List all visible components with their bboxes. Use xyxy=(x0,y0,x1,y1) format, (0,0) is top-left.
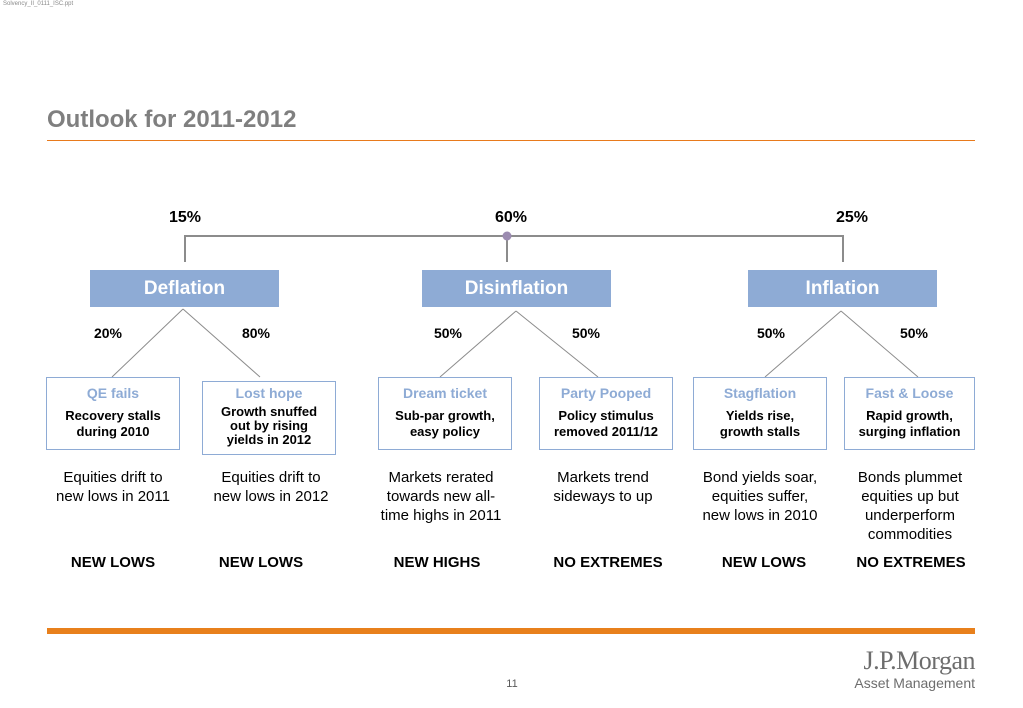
desc-line: growth stalls xyxy=(719,424,801,439)
outcome-qe-fails: Equities drift to new lows in 2011 xyxy=(38,468,188,506)
desc-line: surging inflation xyxy=(858,424,961,439)
outcome-line: Markets rerated xyxy=(388,469,494,486)
scenario-description: Yields rise, growth stalls xyxy=(694,408,826,440)
outcome-fast-loose: Bonds plummet equities up but underperfo… xyxy=(835,468,985,544)
scenario-title: QE fails xyxy=(86,385,140,401)
verdict-stagflation: NEW LOWS xyxy=(721,554,807,571)
desc-line: yields in 2012 xyxy=(226,432,312,447)
verdict-dream-ticket: NEW HIGHS xyxy=(393,554,481,571)
outcome-line: Equities drift to xyxy=(221,469,321,486)
sub-prob-qe-fails: 20% xyxy=(93,325,123,341)
scenario-box-qe-fails: QE fails Recovery stalls during 2010 xyxy=(46,377,180,450)
category-deflation: Deflation xyxy=(90,270,279,307)
sub-prob-stagflation: 50% xyxy=(756,325,786,341)
verdict-fast-loose: NO EXTREMES xyxy=(856,554,966,571)
top-prob-inflation: 25% xyxy=(835,209,869,226)
logo-main-text: J.P.Morgan xyxy=(863,646,975,675)
outcome-line: equities suffer, xyxy=(711,488,809,505)
scenario-title: Fast & Loose xyxy=(865,385,954,401)
outcome-lost-hope: Equities drift to new lows in 2012 xyxy=(196,468,346,506)
verdict-qe-fails: NEW LOWS xyxy=(70,554,156,571)
center-node xyxy=(502,231,512,241)
verdict-lost-hope: NEW LOWS xyxy=(218,554,304,571)
outcome-line: Equities drift to xyxy=(63,469,163,486)
outcome-line: new lows in 2010 xyxy=(702,507,818,524)
category-disinflation: Disinflation xyxy=(422,270,611,307)
desc-line: Growth snuffed xyxy=(220,404,318,419)
outcome-line: Bond yields soar, xyxy=(702,469,818,486)
scenario-title: Stagflation xyxy=(723,385,797,401)
file-tag: Solvency_II_0111_ISC.ppt xyxy=(3,1,74,7)
scenario-description: Growth snuffed out by rising yields in 2… xyxy=(203,405,335,447)
sub-prob-party-pooped: 50% xyxy=(571,325,601,341)
outcome-dream-ticket: Markets rerated towards new all- time hi… xyxy=(366,468,516,525)
outcome-line: time highs in 2011 xyxy=(380,507,502,524)
scenario-description: Recovery stalls during 2010 xyxy=(47,408,179,440)
desc-line: Sub-par growth, xyxy=(395,408,495,423)
outcome-line: sideways to up xyxy=(553,488,653,505)
disinflation-split-lines xyxy=(439,310,599,378)
outcome-line: Markets trend xyxy=(557,469,649,486)
scenario-box-fast-loose: Fast & Loose Rapid growth, surging infla… xyxy=(844,377,975,450)
outcome-line: equities up but xyxy=(861,488,959,505)
outcome-line: Bonds plummet xyxy=(857,469,963,486)
desc-line: Recovery stalls xyxy=(65,408,161,423)
outcome-party-pooped: Markets trend sideways to up xyxy=(528,468,678,506)
desc-line: easy policy xyxy=(409,424,481,439)
title-divider xyxy=(47,140,975,141)
top-prob-disinflation: 60% xyxy=(494,209,528,226)
footer-bar xyxy=(47,628,975,634)
outcome-line: new lows in 2012 xyxy=(213,488,329,505)
sub-prob-dream-ticket: 50% xyxy=(433,325,463,341)
desc-line: Yields rise, xyxy=(725,408,795,423)
outcome-line: towards new all- xyxy=(386,488,496,505)
scenario-title: Dream ticket xyxy=(402,385,488,401)
desc-line: during 2010 xyxy=(76,424,150,439)
desc-line: Rapid growth, xyxy=(866,408,953,423)
inflation-split-lines xyxy=(764,310,919,378)
scenario-description: Sub-par growth, easy policy xyxy=(379,408,511,440)
sub-prob-lost-hope: 80% xyxy=(241,325,271,341)
page-title: Outlook for 2011-2012 xyxy=(47,106,297,133)
outcome-line: commodities xyxy=(867,526,953,543)
scenario-title: Lost hope xyxy=(235,385,303,401)
logo-sub-text: Asset Management xyxy=(854,675,975,691)
scenario-description: Rapid growth, surging inflation xyxy=(845,408,974,440)
outcome-line: underperform xyxy=(864,507,956,524)
outcome-line: new lows in 2011 xyxy=(56,488,170,505)
top-prob-deflation: 15% xyxy=(168,209,202,226)
scenario-box-lost-hope: Lost hope Growth snuffed out by rising y… xyxy=(202,381,336,455)
sub-prob-fast-loose: 50% xyxy=(899,325,929,341)
scenario-box-dream-ticket: Dream ticket Sub-par growth, easy policy xyxy=(378,377,512,450)
scenario-box-party-pooped: Party Pooped Policy stimulus removed 201… xyxy=(539,377,673,450)
scenario-description: Policy stimulus removed 2011/12 xyxy=(540,408,672,440)
scenario-title: Party Pooped xyxy=(560,385,652,401)
page-number: 11 xyxy=(506,678,518,690)
jpmorgan-logo: J.P.Morgan Asset Management xyxy=(820,646,975,692)
desc-line: out by rising xyxy=(230,418,308,433)
desc-line: removed 2011/12 xyxy=(553,424,659,439)
deflation-split-lines xyxy=(111,308,261,378)
outcome-stagflation: Bond yields soar, equities suffer, new l… xyxy=(685,468,835,525)
scenario-box-stagflation: Stagflation Yields rise, growth stalls xyxy=(693,377,827,450)
top-branch-line xyxy=(184,235,844,262)
desc-line: Policy stimulus xyxy=(558,408,654,423)
verdict-party-pooped: NO EXTREMES xyxy=(553,554,663,571)
category-inflation: Inflation xyxy=(748,270,937,307)
